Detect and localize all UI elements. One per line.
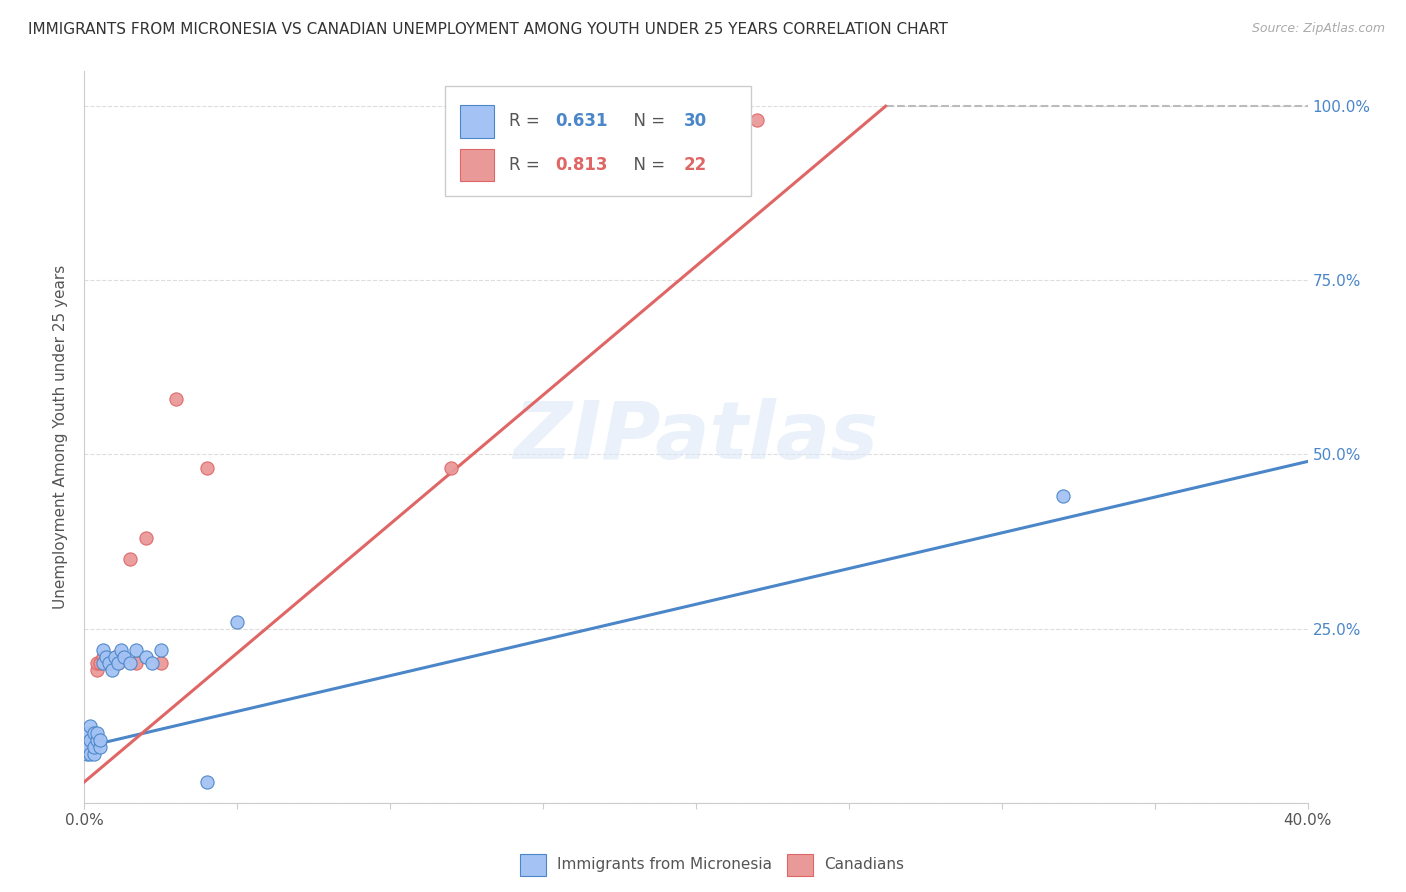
Point (195, 461, 218, 475)
Point (83, 726, 105, 740)
Point (76, 747, 98, 761)
Point (76, 726, 98, 740)
Point (149, 642, 172, 657)
Point (747, 113, 769, 128)
Point (83, 747, 105, 761)
Text: Immigrants from Micronesia: Immigrants from Micronesia (557, 857, 772, 871)
Point (91, 649, 114, 664)
Text: N =: N = (623, 112, 669, 130)
Point (86, 733, 108, 747)
Point (120, 552, 142, 566)
Point (125, 642, 148, 657)
Text: ZIPatlas: ZIPatlas (513, 398, 879, 476)
Text: 0.631: 0.631 (555, 112, 607, 130)
Point (110, 642, 132, 657)
Point (91, 657, 114, 671)
Point (94, 657, 117, 671)
Text: 0.813: 0.813 (555, 156, 607, 174)
Point (101, 664, 124, 678)
Point (76, 740, 98, 755)
Text: R =: R = (509, 112, 544, 130)
Point (141, 657, 163, 671)
Text: N =: N = (623, 156, 669, 174)
Text: R =: R = (509, 156, 544, 174)
Point (195, 775, 218, 789)
Point (97, 657, 120, 671)
Point (104, 649, 127, 664)
Text: Canadians: Canadians (824, 857, 904, 871)
Point (79, 740, 101, 755)
Point (86, 726, 108, 740)
Point (89, 740, 111, 755)
Bar (446, 86, 751, 195)
Point (97, 657, 120, 671)
Point (125, 657, 148, 671)
Point (107, 657, 129, 671)
Point (91, 642, 114, 657)
Point (89, 657, 111, 671)
Point (104, 649, 127, 664)
Point (110, 649, 132, 664)
Point (79, 733, 101, 747)
Point (79, 719, 101, 733)
Point (83, 740, 105, 755)
Point (135, 649, 157, 664)
Text: 30: 30 (683, 112, 707, 130)
Point (83, 733, 105, 747)
Y-axis label: Unemployment Among Youth under 25 years: Unemployment Among Youth under 25 years (53, 265, 69, 609)
Bar (460, 149, 494, 181)
Text: IMMIGRANTS FROM MICRONESIA VS CANADIAN UNEMPLOYMENT AMONG YOUTH UNDER 25 YEARS C: IMMIGRANTS FROM MICRONESIA VS CANADIAN U… (28, 22, 948, 37)
Bar (460, 104, 494, 137)
Point (94, 649, 117, 664)
Point (149, 657, 172, 671)
Point (107, 657, 129, 671)
Point (135, 531, 157, 545)
Point (76, 740, 98, 755)
Point (120, 657, 142, 671)
Point (83, 726, 105, 740)
Point (86, 657, 108, 671)
Point (79, 747, 101, 761)
Point (79, 733, 101, 747)
Point (165, 392, 187, 406)
Point (89, 733, 111, 747)
Text: Source: ZipAtlas.com: Source: ZipAtlas.com (1251, 22, 1385, 36)
Point (86, 664, 108, 678)
Point (112, 649, 135, 664)
Point (1052, 489, 1074, 503)
Point (226, 615, 249, 629)
Point (440, 461, 463, 475)
Text: 22: 22 (683, 156, 707, 174)
